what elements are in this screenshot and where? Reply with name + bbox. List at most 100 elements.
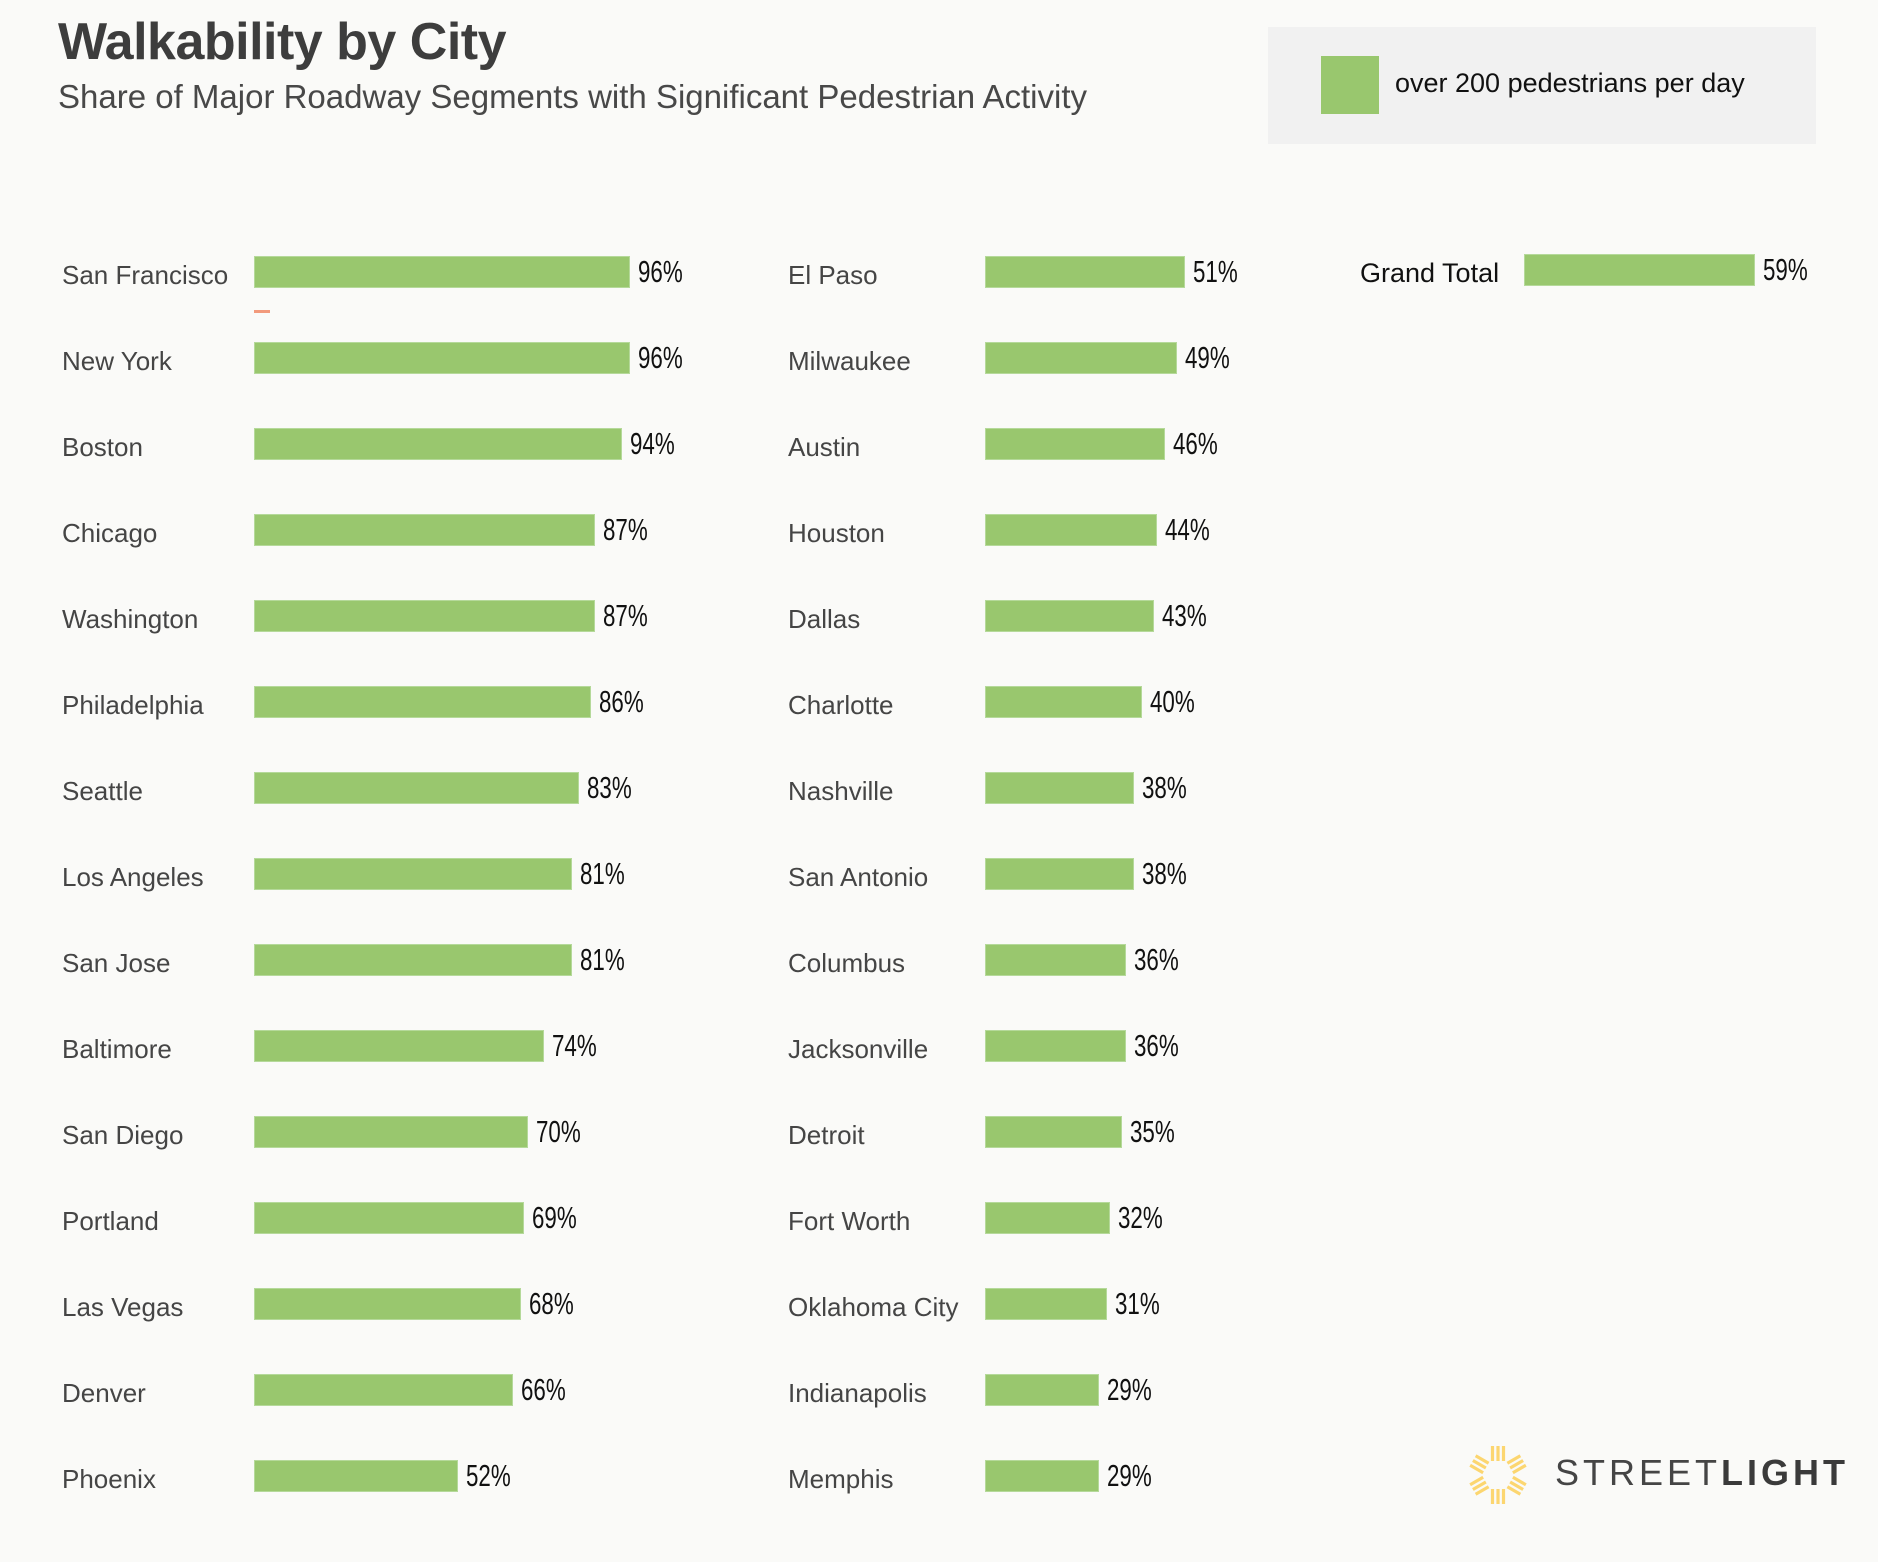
category-label: Indianapolis <box>788 1378 927 1408</box>
category-label: San Antonio <box>788 862 929 892</box>
bar <box>254 772 580 804</box>
category-label: Memphis <box>788 1464 894 1494</box>
data-label: 94% <box>630 426 676 461</box>
category-label: San Diego <box>62 1120 184 1150</box>
category-label: Oklahoma City <box>788 1292 959 1322</box>
bar-row: Boston 94% <box>62 426 762 468</box>
bar <box>985 1116 1123 1148</box>
category-label: Washington <box>62 604 199 634</box>
data-label: 38% <box>1141 856 1187 891</box>
category-label: Chicago <box>62 518 158 548</box>
bar-row: San Francisco 96% <box>62 254 762 296</box>
data-label: 51% <box>1192 254 1238 289</box>
logo-text-bold: LIGHT <box>1721 1452 1849 1493</box>
category-label: Dallas <box>788 604 861 634</box>
bar <box>985 1460 1099 1492</box>
bar-row: Austin 46% <box>788 426 1488 468</box>
bar-row: Detroit 35% <box>788 1114 1488 1156</box>
bar <box>254 858 572 890</box>
bar <box>254 428 623 460</box>
bar <box>985 1030 1127 1062</box>
data-label: 44% <box>1165 512 1211 547</box>
sun-ray <box>1509 1459 1524 1470</box>
sun-ray <box>1469 1475 1484 1487</box>
bar <box>985 772 1134 804</box>
category-label: Nashville <box>788 776 894 806</box>
category-label: Fort Worth <box>788 1206 911 1236</box>
bar-row: Los Angeles 81% <box>62 856 762 898</box>
sun-ray <box>1509 1480 1524 1491</box>
bar <box>254 1116 529 1148</box>
bar-row: Houston 44% <box>788 512 1488 554</box>
data-label: 74% <box>552 1028 597 1063</box>
category-label: El Paso <box>788 260 878 290</box>
data-label: 40% <box>1149 684 1195 719</box>
category-label: San Jose <box>62 948 171 978</box>
bar <box>254 256 631 288</box>
data-label: 49% <box>1185 340 1230 375</box>
bar-row: Chicago 87% <box>62 512 762 554</box>
data-label: 96% <box>638 254 683 289</box>
bar-row: Fort Worth 32% <box>788 1200 1488 1242</box>
bar <box>254 342 631 374</box>
category-label: Detroit <box>788 1120 865 1150</box>
bar <box>254 1288 521 1320</box>
category-label: Las Vegas <box>62 1292 184 1322</box>
bar-row: El Paso 51% <box>788 254 1488 296</box>
data-label: 52% <box>465 1458 511 1493</box>
category-label: Grand Total <box>1360 258 1500 288</box>
category-label: Houston <box>788 518 885 548</box>
category-label: Los Angeles <box>62 862 204 892</box>
bar <box>985 600 1154 632</box>
category-label: Phoenix <box>62 1464 156 1494</box>
data-label: 59% <box>1763 252 1808 287</box>
bar-row: Columbus 36% <box>788 942 1488 984</box>
category-label: Denver <box>62 1378 146 1408</box>
bar-row: Memphis 29% <box>788 1458 1488 1500</box>
sun-ray <box>1474 1454 1490 1465</box>
data-label: 81% <box>579 942 625 977</box>
bar <box>985 514 1158 546</box>
bar-row: Indianapolis 29% <box>788 1372 1488 1414</box>
bar-row: Milwaukee 49% <box>788 340 1488 382</box>
bar <box>985 858 1134 890</box>
data-label: 87% <box>603 598 648 633</box>
bar-row: Dallas 43% <box>788 598 1488 640</box>
bar-row: Portland 69% <box>62 1200 762 1242</box>
chart-subtitle: Share of Major Roadway Segments with Sig… <box>58 78 1087 115</box>
bar-row: Denver 66% <box>62 1372 762 1414</box>
sun-ray <box>1512 1463 1527 1475</box>
grand-total-row: Grand Total 59% <box>1360 252 1878 294</box>
bar-row: Seattle 83% <box>62 770 762 812</box>
legend: over 200 pedestrians per day <box>1268 27 1816 144</box>
bar <box>985 944 1127 976</box>
bar <box>1524 254 1756 286</box>
data-label: 43% <box>1161 598 1207 633</box>
sun-ray <box>1506 1454 1522 1465</box>
bar <box>254 686 592 718</box>
bar <box>985 428 1166 460</box>
data-label: 81% <box>579 856 625 891</box>
data-label: 46% <box>1173 426 1218 461</box>
bar-row: Nashville 38% <box>788 770 1488 812</box>
data-label: 31% <box>1114 1286 1160 1321</box>
bar-row: San Diego 70% <box>62 1114 762 1156</box>
data-label: 69% <box>532 1200 578 1235</box>
data-label: 32% <box>1118 1200 1164 1235</box>
category-label: Philadelphia <box>62 690 204 720</box>
bar-row: Washington 87% <box>62 598 762 640</box>
data-label: 96% <box>638 340 683 375</box>
legend-label: over 200 pedestrians per day <box>1395 68 1745 98</box>
data-label: 68% <box>528 1286 574 1321</box>
data-label: 86% <box>599 684 644 719</box>
bar <box>985 256 1185 288</box>
bar <box>985 342 1178 374</box>
bar-row: Las Vegas 68% <box>62 1286 762 1328</box>
bar-row: Oklahoma City 31% <box>788 1286 1488 1328</box>
bar-row: Jacksonville 36% <box>788 1028 1488 1070</box>
data-label: 66% <box>520 1372 566 1407</box>
data-label: 36% <box>1134 1028 1179 1063</box>
chart-title: Walkability by City <box>58 13 507 71</box>
bar-row: Philadelphia 86% <box>62 684 762 726</box>
data-label: 38% <box>1141 770 1187 805</box>
